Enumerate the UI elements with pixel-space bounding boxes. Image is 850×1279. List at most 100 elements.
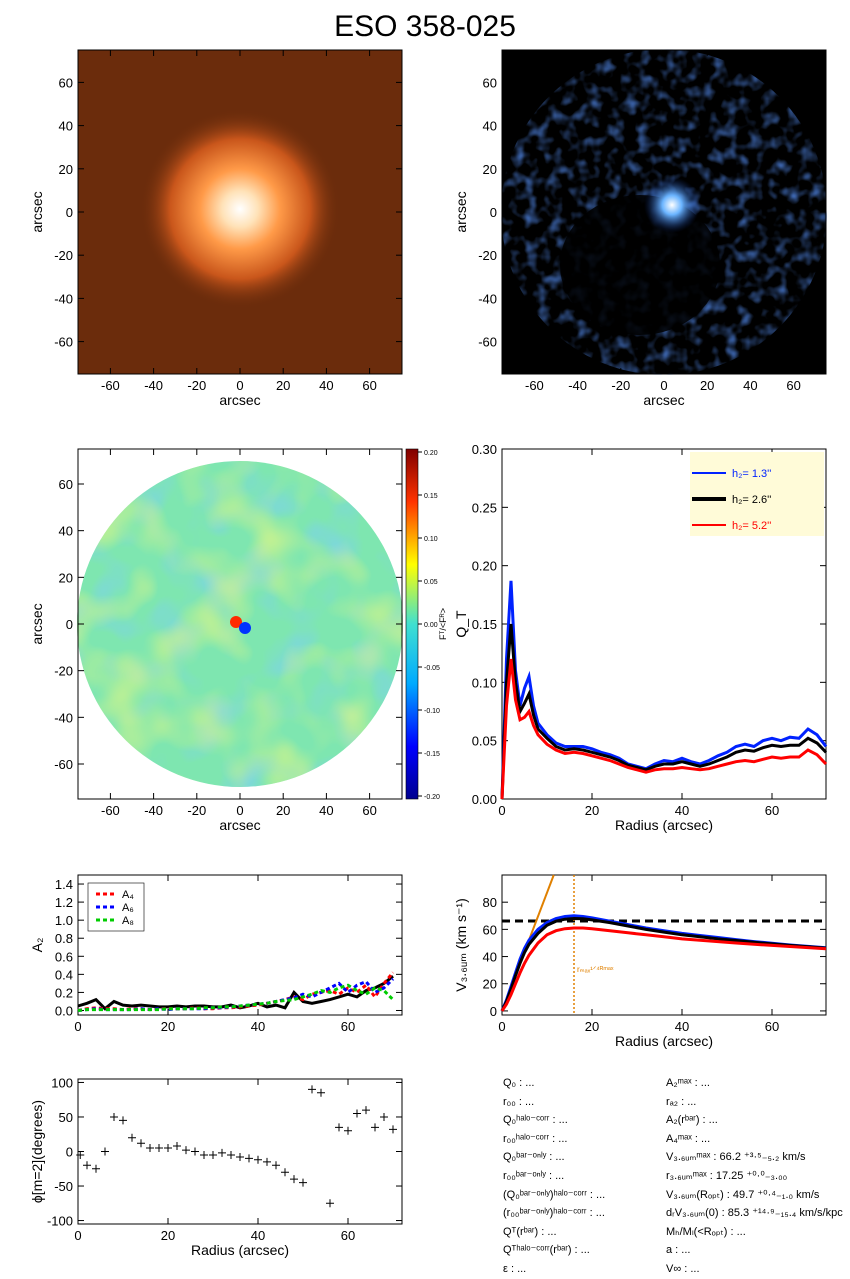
qt-plot-xtick-label: 40	[675, 803, 689, 818]
param-left-item: r₀₀ʰᵃˡᵒ⁻ᶜᵒʳʳ : ...	[503, 1132, 568, 1145]
phase-point	[389, 1125, 397, 1134]
image-2-xtick-label: 40	[743, 378, 757, 393]
image-1-xtick-label: -40	[144, 378, 163, 393]
image-1-xtick-label: 40	[319, 378, 333, 393]
phase-plot-ytick-label: 50	[59, 1110, 73, 1125]
qt-legend-label: h₂= 2.6''	[732, 494, 771, 506]
phase-point	[362, 1106, 370, 1115]
qt-plot-ytick-label: 0.25	[472, 500, 497, 515]
param-right-item: A₂(rᵇᵃʳ) : ...	[666, 1114, 718, 1127]
phase-point	[380, 1112, 388, 1121]
torque-map-xtick-label: 60	[362, 803, 376, 818]
a2-legend-label: A₆	[122, 902, 134, 914]
param-left-item: Q₀ᵇᵃʳ⁻ᵒⁿˡʸ : ...	[503, 1151, 565, 1164]
phase-point	[146, 1144, 154, 1153]
phase-plot-ytick-label: 0	[66, 1145, 73, 1160]
phase-point	[110, 1112, 118, 1121]
a2-plot-ylabel: A₂	[29, 938, 45, 953]
torque-map-xlabel: arcsec	[219, 817, 260, 833]
vrot-plot-ytick-label: 80	[483, 895, 497, 910]
torque-map-xtick-label: -20	[187, 803, 206, 818]
phase-point	[272, 1161, 280, 1170]
phase-point	[164, 1144, 172, 1153]
image-1-ylabel: arcsec	[29, 191, 45, 232]
param-left-item: r₀₀ : ...	[503, 1095, 535, 1108]
a2-plot-xtick-label: 60	[341, 1019, 355, 1034]
image-2-ylabel: arcsec	[453, 191, 469, 232]
colorbar-tick-label: -0.10	[424, 708, 440, 715]
qt-series-line	[500, 658, 828, 800]
param-left-item: (Q₀ᵇᵃʳ⁻ᵒⁿˡʸ)ʰᵃˡᵒ⁻ᶜᵒʳʳ : ...	[503, 1188, 606, 1201]
vrot-series-line	[500, 916, 827, 1012]
torque-map-xtick-label: -60	[101, 803, 120, 818]
image-1-ytick-label: -40	[54, 291, 73, 306]
torque-map-ytick-label: 0	[66, 617, 73, 632]
phase-point	[236, 1153, 244, 1162]
torque-map-ytick-label: 20	[59, 570, 73, 585]
torque-map-xtick-label: -40	[144, 803, 163, 818]
image-2-ytick-label: 60	[483, 75, 497, 90]
phase-point	[128, 1133, 136, 1142]
vrot-plot-ytick-label: 40	[483, 950, 497, 965]
vrot-plot-xlabel: Radius (arcsec)	[615, 1033, 713, 1049]
colorbar-tick-label: 0.05	[424, 579, 438, 586]
image-2-ytick-label: -20	[478, 248, 497, 263]
phase-point	[209, 1150, 217, 1159]
vrot-plot-xtick-label: 60	[765, 1019, 779, 1034]
qt-legend-label: h₂= 1.3''	[732, 468, 771, 480]
phase-plot-ytick-label: -50	[54, 1179, 73, 1194]
qt-plot-xtick-label: 60	[765, 803, 779, 818]
vrot-series-line	[500, 926, 827, 1012]
image-2-ytick-label: 40	[483, 119, 497, 134]
param-left-item: ε : ...	[503, 1263, 527, 1275]
image-1-ytick-label: 0	[66, 205, 73, 220]
phase-point	[245, 1154, 253, 1163]
image-2-xtick-label: 60	[786, 378, 800, 393]
param-right-item: Mₕ/Mₗ(<Rₒₚₜ) : ...	[666, 1225, 746, 1238]
phase-point	[101, 1147, 109, 1156]
phase-point	[335, 1123, 343, 1132]
qt-plot-xlabel: Radius (arcsec)	[615, 817, 713, 833]
image-1-ytick-label: 40	[59, 119, 73, 134]
torque-center-blue	[239, 622, 251, 634]
phase-plot-frame	[77, 1078, 403, 1225]
a2-plot-xtick-label: 20	[161, 1019, 175, 1034]
image-2-xtick-label: -60	[525, 378, 544, 393]
a2-plot-xtick-label: 0	[74, 1019, 81, 1034]
phase-point	[299, 1178, 307, 1187]
qt-plot-xtick-label: 20	[585, 803, 599, 818]
phase-point	[83, 1161, 91, 1170]
image-2-ytick-label: 0	[490, 205, 497, 220]
phase-plot-xtick-label: 40	[251, 1228, 265, 1243]
vrot-series-line	[500, 914, 827, 1012]
rmax-annotation: rₘₐₓ¹ᐟ⁴ᴿᵐᵃˣ	[577, 965, 614, 974]
param-right-item: r₃.₆ᵤₘᵐᵃˣ : 17.25 ⁺⁰·⁰₋₃.₀₀	[666, 1170, 788, 1182]
param-left-item: (r₀₀ᵇᵃʳ⁻ᵒⁿˡʸ)ʰᵃˡᵒ⁻ᶜᵒʳʳ : ...	[503, 1207, 605, 1220]
colorbar-tick-label: -0.15	[424, 751, 440, 758]
qt-plot-xtick-label: 0	[498, 803, 505, 818]
phase-plot-xtick-label: 20	[161, 1228, 175, 1243]
colorbar-tick-label: 0.15	[424, 493, 438, 500]
vrot-plot-ylabel: V₃.₆ᵤₘ (km s⁻¹)	[453, 898, 469, 991]
a2-plot-ytick-label: 0.6	[55, 949, 73, 964]
phase-point	[326, 1199, 334, 1208]
phase-point	[344, 1126, 352, 1135]
image-1-ytick-label: -60	[54, 335, 73, 350]
torque-map-ytick-label: 40	[59, 524, 73, 539]
param-right-item: rₐ₂ : ...	[666, 1095, 697, 1108]
a2-plot-xtick-label: 40	[251, 1019, 265, 1034]
a2-plot-ytick-label: 1.4	[55, 877, 73, 892]
a2-plot-ytick-label: 0.0	[55, 1003, 73, 1018]
param-right-item: dᵣV₃.₆ᵤₘ(0) : 85.3 ⁺¹⁴·⁹₋₁₅.₄ km/s/kpc	[666, 1207, 843, 1220]
torque-map-ytick-label: -40	[54, 710, 73, 725]
param-right-item: V₃.₆ᵤₘᵐᵃˣ : 66.2 ⁺³·⁵₋₅.₂ km/s	[666, 1151, 806, 1164]
phase-point	[263, 1157, 271, 1166]
image-2-xtick-label: -20	[611, 378, 630, 393]
vrot-plot-xtick-label: 40	[675, 1019, 689, 1034]
colorbar-tick-label: -0.05	[424, 665, 440, 672]
image-2-ytick-label: 20	[483, 162, 497, 177]
phase-point	[173, 1141, 181, 1150]
vrot-plot-ytick-label: 60	[483, 922, 497, 937]
param-left-item: Q₀ : ...	[503, 1077, 535, 1089]
qt-plot-ytick-label: 0.30	[472, 442, 497, 457]
